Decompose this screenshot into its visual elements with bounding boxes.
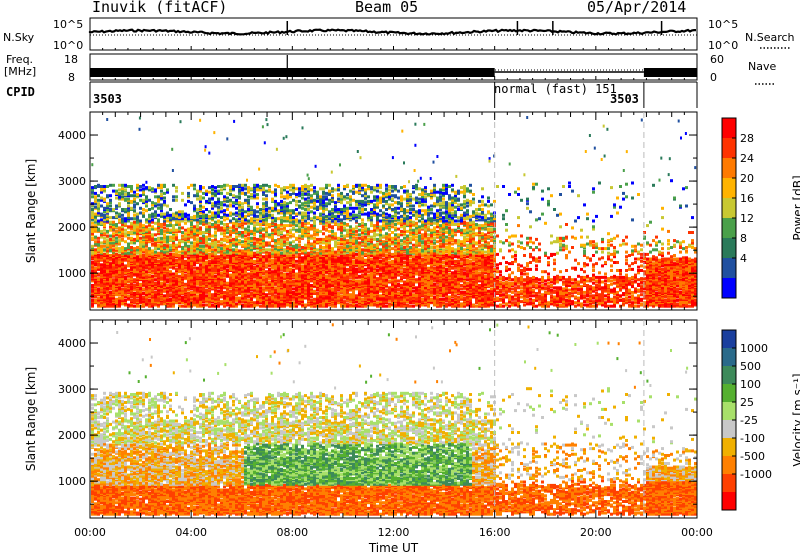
x-tick-label-3: 12:00 (378, 526, 410, 539)
velocity-colorbar-swatch-9 (722, 492, 736, 511)
velocity-colorbar-label-0: 1000 (740, 342, 768, 355)
velocity-colorbar-label-6: -500 (740, 450, 765, 463)
power-colorbar-label-2: 20 (740, 172, 754, 185)
freq-tick-bottom-left: 8 (68, 71, 75, 84)
x-tick-label-4: 16:00 (479, 526, 511, 539)
freq-tick-top-right: 60 (710, 53, 724, 66)
power-colorbar-swatch-4 (722, 198, 736, 219)
power-colorbar-title: Power [dB] (791, 175, 800, 240)
freq-tick-bottom-right: 0 (710, 71, 717, 84)
radar-title: Inuvik (fitACF) (92, 0, 227, 16)
cpid-label: CPID (6, 85, 35, 99)
nave-label: Nave (748, 60, 776, 73)
velocity-colorbar-swatch-7 (722, 456, 736, 475)
velocity-colorbar-label-4: -25 (740, 414, 758, 427)
power-colorbar-swatch-8 (722, 278, 736, 299)
power-colorbar-frame (721, 117, 737, 299)
power-colorbar-swatch-7 (722, 258, 736, 279)
velocity-colorbar-swatch-3 (722, 384, 736, 403)
noise-search-label: N.Search (745, 31, 795, 44)
noise-tick-bottom-left: 10^0 (53, 39, 83, 52)
power-colorbar-swatch-3 (722, 178, 736, 199)
power-colorbar-swatch-5 (722, 218, 736, 239)
freq-band-2 (643, 68, 697, 77)
power-ytick-label-2: 3000 (58, 175, 86, 188)
freq-band-1 (90, 68, 495, 77)
velocity-ytick-label-3: 4000 (58, 337, 86, 350)
velocity-colorbar-label-2: 100 (740, 378, 761, 391)
velocity-colorbar-swatch-5 (722, 420, 736, 439)
velocity-colorbar-title: Velocity [m s⁻¹] (791, 373, 800, 466)
power-colorbar-label-1: 24 (740, 152, 754, 165)
power-colorbar-swatch-2 (722, 158, 736, 179)
noise-tick-bottom-right: 10^0 (708, 39, 738, 52)
velocity-colorbar-label-3: 25 (740, 396, 754, 409)
x-tick-label-6: 00:00 (681, 526, 713, 539)
x-tick-label-1: 04:00 (175, 526, 207, 539)
velocity-colorbar-swatch-0 (722, 330, 736, 349)
noise-tick-top-left: 10^5 (53, 18, 83, 31)
x-tick-label-2: 08:00 (276, 526, 308, 539)
noise-sky-label: N.Sky (3, 31, 34, 44)
velocity-ytick-label-0: 1000 (58, 475, 86, 488)
freq-label-2: [MHz] (4, 65, 36, 78)
noise-sky-line (88, 28, 696, 36)
x-axis-label: Time UT (368, 541, 419, 554)
power-ytick-label-0: 1000 (58, 267, 86, 280)
power-ytick-label-1: 2000 (58, 221, 86, 234)
x-tick-label-5: 20:00 (580, 526, 612, 539)
noise-panel-frame (89, 17, 698, 51)
power-colorbar-label-6: 4 (740, 252, 747, 265)
power-heatmap-cells (91, 116, 697, 308)
freq-label-1: Freq. (6, 53, 33, 66)
velocity-ytick-label-1: 2000 (58, 429, 86, 442)
power-ytick-label-3: 4000 (58, 129, 86, 142)
power-colorbar-label-0: 28 (740, 132, 754, 145)
cpid-segment-1: 3503 (93, 92, 122, 106)
cpid-segment-3: 3503 (610, 92, 639, 106)
power-colorbar-swatch-6 (722, 238, 736, 259)
velocity-heatmap-cells (91, 323, 697, 516)
x-tick-label-0: 00:00 (74, 526, 106, 539)
power-ylabel: Slant Range [km] (24, 159, 38, 263)
power-colorbar-label-4: 12 (740, 212, 754, 225)
beam-title: Beam 05 (355, 0, 418, 16)
power-colorbar-label-5: 8 (740, 232, 747, 245)
power-colorbar-swatch-1 (722, 138, 736, 159)
velocity-colorbar-swatch-6 (722, 438, 736, 457)
velocity-colorbar-swatch-1 (722, 348, 736, 367)
velocity-colorbar-label-7: -1000 (740, 468, 772, 481)
freq-tick-top-left: 18 (64, 53, 78, 66)
velocity-colorbar-label-1: 500 (740, 360, 761, 373)
velocity-colorbar-swatch-2 (722, 366, 736, 385)
velocity-ytick-label-2: 3000 (58, 383, 86, 396)
date-title: 05/Apr/2014 (587, 0, 686, 16)
velocity-colorbar-swatch-4 (722, 402, 736, 421)
velocity-colorbar-swatch-8 (722, 474, 736, 493)
power-colorbar-swatch-0 (722, 118, 736, 139)
cpid-segment-2: normal (fast) 151 (494, 82, 617, 96)
velocity-colorbar-label-5: -100 (740, 432, 765, 445)
power-colorbar-label-3: 16 (740, 192, 754, 205)
velocity-ylabel: Slant Range [km] (24, 367, 38, 471)
noise-tick-top-right: 10^5 (708, 18, 738, 31)
